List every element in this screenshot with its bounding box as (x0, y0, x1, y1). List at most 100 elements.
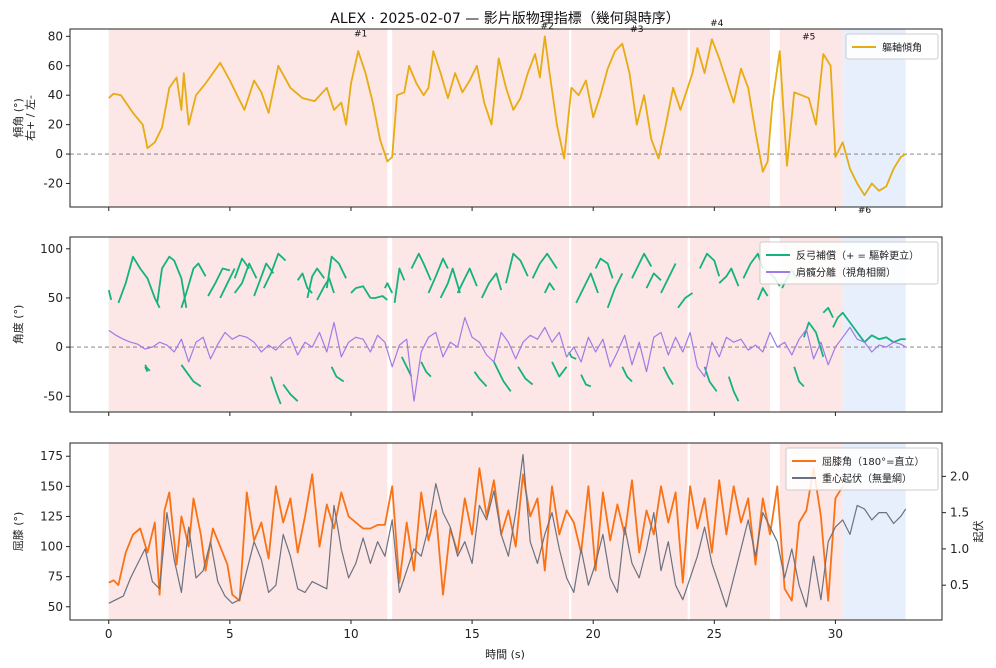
panel-bottom: 175 150 125 100 75 50 0.5 1.0 1.5 2.0 0 5 10 15 20 25 30… (12, 442, 985, 641)
phase-band (392, 237, 569, 412)
series-line-counter (727, 376, 740, 402)
series-line-counter (645, 272, 662, 289)
legend: 軀軸傾角 (845, 33, 939, 60)
legend: 屈膝角（180°=直立） 重心起伏（無量綱） (785, 447, 939, 491)
series-line-counter (144, 366, 149, 373)
series-line-counter (505, 252, 529, 284)
x-tick-label: 15 (464, 627, 479, 641)
phase-band (392, 29, 569, 207)
series-line-counter (207, 267, 231, 297)
y-axis-label: 角度 (°) (11, 305, 25, 345)
series-line-counter (594, 257, 614, 279)
y-tick-label: 75 (48, 570, 63, 584)
panels: #1 #2 #3 #4 #5 #6 80 60 40 20 0 -20 傾角 (°) 右+ / 左- 軀軸傾… (11, 19, 985, 641)
series-line-counter (156, 255, 188, 308)
legend-label: 屈膝角（180°=直立） (822, 455, 924, 468)
series-line-counter (631, 252, 653, 279)
legend-label: 反弓補償（+ = 驅幹更立） (796, 249, 919, 262)
series-line-counter (316, 277, 335, 301)
y-axis-label: 屈膝 (°) (12, 512, 25, 552)
y-tick-label: 60 (48, 59, 63, 73)
y-tick-label: 100 (40, 540, 63, 554)
series-line-counter (698, 252, 721, 277)
series-line-shoulder_hip (108, 317, 907, 402)
chart-title: ALEX · 2025-02-07 — 影片版物理指標（幾何與時序） (330, 11, 679, 27)
y-tick-label: 20 (48, 118, 63, 132)
series-line-counter (350, 285, 372, 299)
series-line-counter (677, 292, 694, 309)
series-line-counter (568, 351, 577, 360)
x-tick-label: 0 (105, 627, 113, 641)
legend-label: 重心起伏（無量綱） (822, 472, 912, 485)
x-tick-label: 10 (343, 627, 358, 641)
series-line-counter (580, 374, 592, 388)
series-line-counter (662, 366, 674, 385)
series-line-counter (456, 267, 478, 294)
peak-annotation: #1 (354, 29, 367, 39)
x-tick-label: 30 (828, 627, 843, 641)
y-tick-label: 150 (40, 479, 63, 493)
y-right-tick-label: 0.5 (950, 578, 969, 592)
phase-band (779, 29, 843, 207)
y-right-tick-label: 2.0 (950, 469, 969, 483)
series-line-counter (575, 272, 599, 304)
legend-box (845, 33, 939, 60)
y-tick-label: 0 (55, 340, 63, 354)
legend-label: 肩髖分離（視角相關） (796, 266, 896, 279)
y-tick-label: 125 (40, 509, 63, 523)
series-line-counter (427, 257, 449, 294)
series-line-counter (282, 383, 299, 402)
y-tick-label: 80 (48, 29, 63, 43)
legend-label: 軀軸傾角 (882, 41, 922, 54)
y-right-axis-label: 起伏 (971, 521, 985, 543)
series-line-counter (270, 376, 282, 405)
y-right-tick-label: 1.0 (950, 542, 969, 556)
series-line-counter (117, 255, 161, 309)
peak-annotation: #3 (630, 25, 643, 35)
peak-annotation: #6 (858, 206, 872, 216)
series-line-counter (793, 366, 805, 388)
x-axis-label: 時間 (s) (485, 648, 525, 661)
y-tick-label: 0 (55, 147, 63, 161)
y-axis-label: 右+ / 左- (23, 95, 37, 141)
series-line-counter (107, 289, 113, 301)
plot-area (108, 35, 907, 197)
series-line-counter (480, 272, 503, 299)
phase-band (108, 443, 388, 620)
y-axis-label: 傾角 (°) (11, 98, 25, 138)
axes-frame (69, 442, 943, 621)
series-line-counter (400, 356, 413, 377)
legend: 反弓補償（+ = 驅幹更立） 肩髖分離（視角相關） (759, 241, 939, 285)
plot-area (107, 252, 907, 405)
series-line-counter (233, 257, 250, 279)
y-tick-label: 50 (48, 291, 63, 305)
series-line-counter (718, 267, 740, 287)
series-line-counter (660, 263, 677, 294)
y-right-tick-label: 1.5 (950, 506, 969, 520)
series-line-counter (606, 272, 624, 309)
phase-band (392, 443, 569, 620)
x-tick-label: 25 (707, 627, 722, 641)
series-line-counter (144, 364, 151, 372)
y-tick-label: 50 (48, 600, 63, 614)
x-tick-label: 20 (586, 627, 601, 641)
y-tick-label: -20 (43, 176, 63, 190)
phase-band (108, 237, 388, 412)
series-line-counter (262, 252, 287, 289)
plot-area (108, 454, 907, 608)
series-line-counter (219, 268, 236, 299)
legend-box (785, 447, 939, 491)
series-line-counter (384, 282, 394, 294)
x-tick-label: 5 (226, 627, 234, 641)
peak-annotation: #4 (710, 19, 724, 29)
axes-frame (69, 236, 943, 413)
series-line-tilt (108, 35, 907, 197)
series-line-counter (330, 366, 345, 383)
series-line-counter (233, 262, 258, 294)
series-line-counter (180, 262, 207, 309)
series-line-counter (306, 267, 326, 299)
series-line-counter (410, 252, 432, 281)
peak-annotation: #2 (541, 22, 554, 32)
y-tick-label: 175 (40, 449, 63, 463)
